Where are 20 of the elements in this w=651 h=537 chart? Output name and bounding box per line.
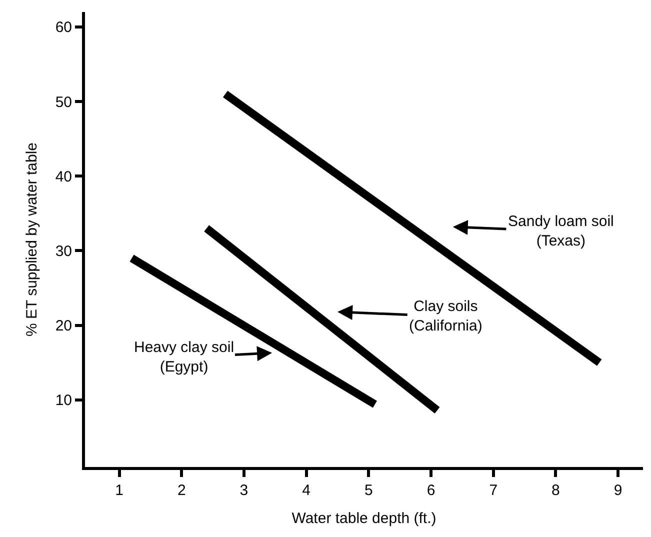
x-tick-label: 5 — [364, 482, 373, 499]
x-tick-label: 3 — [240, 482, 248, 499]
y-tick-label: 30 — [55, 242, 72, 260]
annotation: Clay soils (California) — [409, 298, 482, 334]
y-tick-label: 20 — [55, 318, 72, 335]
x-tick-label: 8 — [552, 482, 560, 499]
annotation: Heavy clay soil (Egypt) — [134, 339, 234, 376]
annotation: Sandy loam soil (Texas) — [508, 213, 614, 250]
y-tick-label: 60 — [55, 19, 72, 36]
x-tick-label: 2 — [177, 482, 186, 499]
x-tick-label: 6 — [426, 482, 436, 499]
y-axis-title: % ET supplied by water table — [24, 142, 41, 336]
x-tick-label: 4 — [302, 482, 310, 499]
x-axis-title: Water table depth (ft.) — [292, 510, 436, 527]
x-tick-label: 1 — [115, 482, 124, 499]
y-tick-label: 40 — [55, 168, 72, 186]
x-tick-label: 7 — [489, 482, 498, 499]
x-tick-label: 9 — [614, 482, 622, 499]
y-tick-label: 50 — [55, 94, 72, 111]
y-tick-label: 10 — [55, 392, 72, 410]
